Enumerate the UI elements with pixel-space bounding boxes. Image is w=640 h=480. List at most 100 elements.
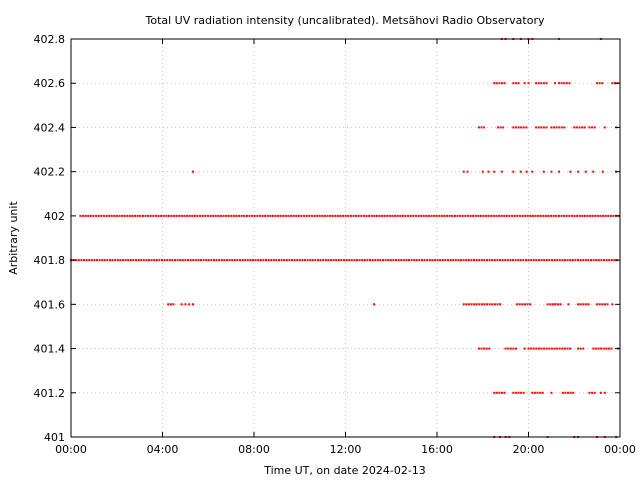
data-point <box>582 303 585 306</box>
data-point <box>373 303 376 306</box>
data-point <box>522 391 525 394</box>
data-point <box>577 170 580 173</box>
data-point <box>433 214 436 217</box>
data-point <box>209 214 212 217</box>
x-tick-label: 04:00 <box>147 443 179 456</box>
data-point <box>391 214 394 217</box>
data-point <box>611 82 614 85</box>
data-point <box>98 259 101 262</box>
data-point <box>493 82 496 85</box>
data-point <box>465 259 468 262</box>
data-point <box>603 259 605 262</box>
data-point <box>401 214 404 217</box>
data-point <box>576 214 579 217</box>
data-point <box>475 303 478 306</box>
data-point <box>417 214 420 217</box>
data-point <box>366 259 369 262</box>
y-tick-label: 401.2 <box>34 387 66 400</box>
data-point <box>530 259 533 262</box>
data-point <box>193 214 196 217</box>
data-point <box>150 259 153 262</box>
data-point <box>409 214 412 217</box>
data-point <box>184 303 187 306</box>
data-point <box>609 214 612 217</box>
data-point <box>582 259 585 262</box>
data-point <box>228 259 231 262</box>
x-axis-ticks: 00:00 04:00 08:00 12:00 16:00 20:00 00:00 <box>55 39 636 456</box>
data-point <box>118 214 121 217</box>
data-point <box>349 214 352 217</box>
data-point <box>593 391 596 394</box>
data-point <box>517 126 520 129</box>
x-tick-label: 08:00 <box>238 443 270 456</box>
data-point <box>111 259 114 262</box>
data-point <box>583 214 586 217</box>
data-point <box>479 214 482 217</box>
data-point <box>540 82 543 85</box>
data-point <box>529 214 532 217</box>
x-tick-label: 00:00 <box>55 443 87 456</box>
data-point <box>275 259 278 262</box>
data-point <box>239 259 241 262</box>
data-point <box>514 391 517 394</box>
data-point <box>558 82 560 85</box>
data-point <box>189 259 192 262</box>
data-point <box>279 214 282 217</box>
data-point <box>434 259 436 262</box>
data-point <box>491 259 494 262</box>
data-point <box>92 214 95 217</box>
data-point <box>546 303 549 306</box>
data-point <box>613 259 616 262</box>
data-point <box>399 214 402 217</box>
data-point <box>332 259 335 262</box>
data-point <box>243 214 246 217</box>
x-axis-label: Time UT, on date 2024-02-13 <box>263 464 426 477</box>
data-point <box>421 259 423 262</box>
data-point <box>556 347 559 350</box>
data-point <box>232 214 235 217</box>
data-point <box>540 259 543 262</box>
data-point <box>85 259 88 262</box>
data-point <box>537 82 540 85</box>
data-point <box>277 214 280 217</box>
data-point <box>556 259 559 262</box>
data-point <box>480 347 483 350</box>
data-point <box>519 259 522 262</box>
data-point <box>533 391 536 394</box>
data-point <box>233 259 236 262</box>
data-point <box>529 303 532 306</box>
data-point <box>236 259 239 262</box>
data-point <box>256 214 259 217</box>
data-point <box>470 303 473 306</box>
data-point <box>558 259 561 262</box>
data-point <box>457 259 460 262</box>
data-point <box>194 259 197 262</box>
data-point <box>122 259 124 262</box>
y-tick-label: 402.2 <box>34 166 66 179</box>
data-point <box>254 259 257 262</box>
data-point <box>222 214 225 217</box>
data-point <box>569 259 572 262</box>
data-point <box>525 170 528 173</box>
data-point <box>598 303 601 306</box>
data-point <box>438 214 441 217</box>
data-point <box>376 259 379 262</box>
data-point <box>555 126 558 129</box>
data-point <box>167 303 170 306</box>
data-point <box>220 259 223 262</box>
data-point <box>413 259 416 262</box>
data-point <box>153 259 156 262</box>
data-point <box>131 214 134 217</box>
data-point <box>128 214 131 217</box>
data-point <box>557 214 560 217</box>
data-point <box>136 214 139 217</box>
x-tick-label: 12:00 <box>330 443 362 456</box>
data-point <box>467 303 470 306</box>
data-point <box>553 347 556 350</box>
data-point <box>601 303 604 306</box>
data-point <box>313 214 316 217</box>
data-point <box>577 303 580 306</box>
data-point <box>558 170 560 173</box>
data-point <box>589 214 592 217</box>
data-point <box>314 259 317 262</box>
